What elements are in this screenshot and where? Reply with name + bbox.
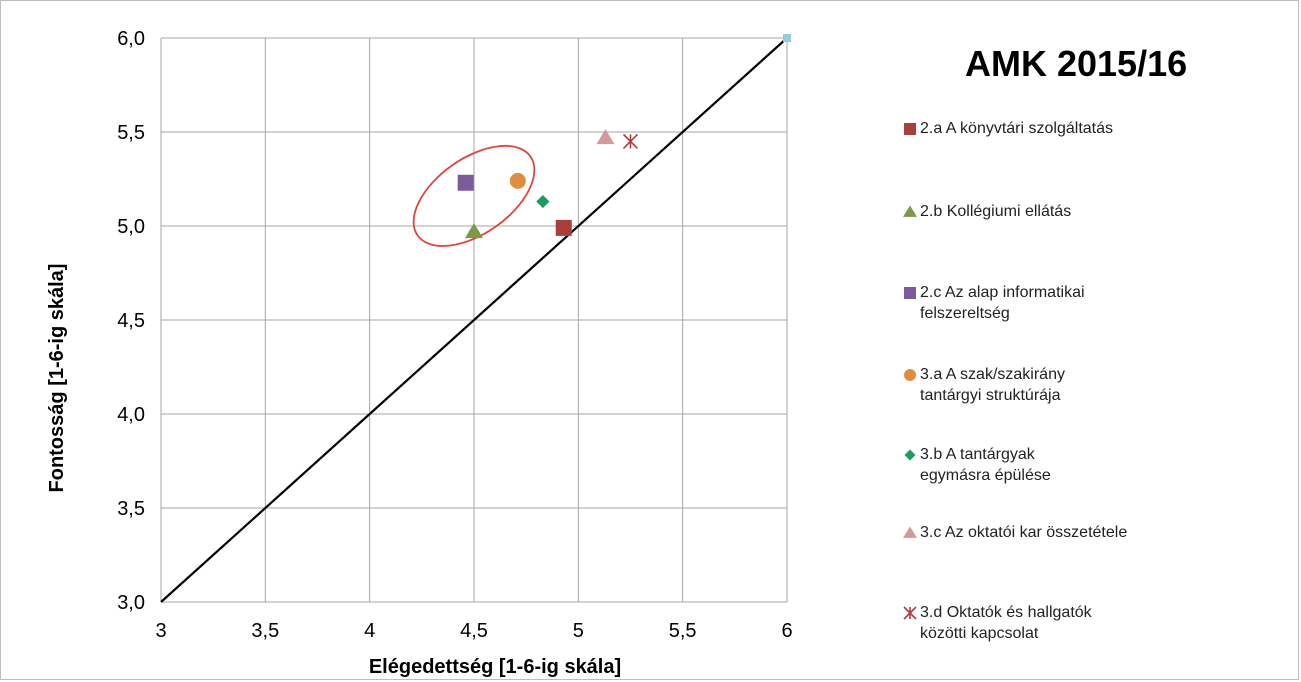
x-tick-label: 4 <box>364 620 375 642</box>
legend-marker-icon <box>903 606 917 620</box>
legend-marker-icon <box>904 449 916 461</box>
legend-marker-icon <box>904 123 916 135</box>
legend-label: 3.d Oktatók és hallgatók közötti kapcsol… <box>920 604 1092 642</box>
y-tick-label: 6,0 <box>117 28 145 50</box>
reference-layer <box>160 37 788 603</box>
legend-marker <box>904 449 916 461</box>
legend-marker <box>904 123 916 135</box>
reference-point <box>783 34 791 42</box>
y-axis-title: Fontosság [1-6-ig skála] <box>46 264 68 493</box>
data-point <box>536 194 550 209</box>
legend-label: 2.c Az alap informatikai felszereltség <box>920 284 1085 322</box>
legend-marker <box>904 287 916 299</box>
legend-marker <box>904 369 916 381</box>
y-tick-label: 4,5 <box>117 310 145 332</box>
x-tick-label: 5 <box>573 620 584 642</box>
x-tick-label: 5,5 <box>669 620 697 642</box>
tick-labels: 3 3,5 4 4,5 5 5,5 6 3,0 3,5 4,0 4,5 5,0 5,5 6,0 <box>117 28 792 642</box>
data-point <box>555 219 572 236</box>
legend-marker-icon <box>903 205 917 217</box>
reference-diagonal-line <box>160 37 788 603</box>
legend-marker <box>903 606 917 620</box>
data-point <box>622 133 639 149</box>
legend-label: 2.b Kollégiumi ellátás <box>920 203 1072 220</box>
data-point <box>465 223 483 239</box>
x-tick-label: 4,5 <box>460 620 488 642</box>
y-tick-label: 5,0 <box>117 216 145 238</box>
legend-marker-icon <box>904 287 916 299</box>
legend-marker <box>903 205 917 217</box>
x-axis-title: Elégedettség [1-6-ig skála] <box>369 656 621 678</box>
legend-label: 2.a A könyvtári szolgáltatás <box>920 120 1113 137</box>
x-tick-label: 3,5 <box>251 620 279 642</box>
y-tick-label: 4,0 <box>117 404 145 426</box>
y-tick-label: 5,5 <box>117 122 145 144</box>
legend-marker-icon <box>903 526 917 538</box>
data-point <box>596 129 615 145</box>
data-point <box>509 172 526 189</box>
data-point <box>457 174 474 191</box>
highlight-ellipse <box>412 144 536 247</box>
legend-marker <box>903 526 917 538</box>
chart-title: AMK 2015/16 <box>965 43 1188 84</box>
x-tick-label: 6 <box>781 620 792 642</box>
y-tick-label: 3,5 <box>117 498 145 520</box>
data-points <box>457 34 791 239</box>
legend-marker-icon <box>904 369 916 381</box>
legend-label: 3.a A szak/szakirány tantárgyi struktúrá… <box>920 366 1065 404</box>
legend-label: 3.c Az oktatói kar összetétele <box>920 524 1128 541</box>
x-tick-label: 3 <box>155 620 166 642</box>
y-tick-label: 3,0 <box>117 592 145 614</box>
legend-label: 3.b A tantárgyak egymásra épülése <box>920 446 1051 484</box>
